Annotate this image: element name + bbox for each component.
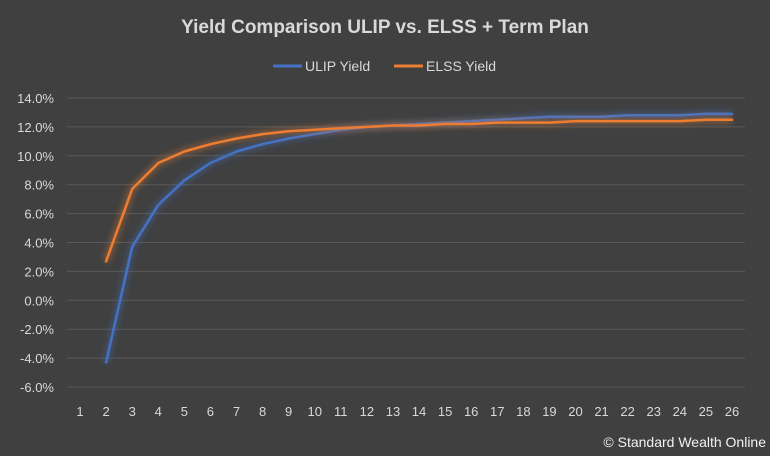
y-tick-label: 4.0% xyxy=(24,236,54,251)
y-tick-label: 12.0% xyxy=(17,120,54,135)
x-axis-ticks: 1 2 3 4 5 6 7 8 9 10 11 12 13 14 15 16 17 18 19 20 21 22 23 24 2… xyxy=(76,404,739,419)
elss-yield-line xyxy=(104,118,734,263)
y-tick-label: -6.0% xyxy=(20,380,54,395)
x-tick-label: 26 xyxy=(725,404,739,419)
y-tick-label: 10.0% xyxy=(17,149,54,164)
x-tick-label: 6 xyxy=(207,404,214,419)
y-tick-label: 0.0% xyxy=(24,293,54,308)
x-tick-label: 2 xyxy=(102,404,109,419)
y-tick-label: -4.0% xyxy=(20,351,54,366)
x-tick-label: 10 xyxy=(307,404,321,419)
x-tick-label: 25 xyxy=(699,404,713,419)
y-tick-label: 6.0% xyxy=(24,207,54,222)
x-tick-label: 20 xyxy=(568,404,582,419)
legend-label-ulip-yield: ULIP Yield xyxy=(305,58,370,74)
x-tick-label: 1 xyxy=(76,404,83,419)
x-tick-label: 16 xyxy=(464,404,478,419)
series-lines xyxy=(102,110,734,364)
x-tick-label: 3 xyxy=(129,404,136,419)
chart-title: Yield Comparison ULIP vs. ELSS + Term Pl… xyxy=(181,17,589,38)
y-axis-ticks: 14.0% 12.0% 10.0% 8.0% 6.0% 4.0% 2.0% 0.0% -2.0%… xyxy=(17,91,54,395)
ulip-yield-glow xyxy=(102,110,732,364)
legend-label-elss-yield: ELSS Yield xyxy=(426,58,496,74)
x-tick-label: 23 xyxy=(646,404,660,419)
x-tick-label: 17 xyxy=(490,404,504,419)
x-tick-label: 14 xyxy=(412,404,426,419)
x-tick-label: 13 xyxy=(386,404,400,419)
x-tick-label: 4 xyxy=(155,404,162,419)
elss-yield-glow xyxy=(102,116,732,263)
y-tick-label: 2.0% xyxy=(24,264,54,279)
x-tick-label: 12 xyxy=(360,404,374,419)
x-tick-label: 11 xyxy=(334,404,348,419)
y-tick-label: 14.0% xyxy=(17,91,54,106)
x-tick-label: 22 xyxy=(620,404,634,419)
x-tick-label: 21 xyxy=(594,404,608,419)
x-tick-label: 19 xyxy=(542,404,556,419)
x-tick-label: 5 xyxy=(181,404,188,419)
gridlines xyxy=(67,97,745,388)
chart-legend: ULIP Yield ELSS Yield xyxy=(273,58,496,74)
x-tick-label: 24 xyxy=(673,404,687,419)
copyright-notice: © Standard Wealth Online xyxy=(603,434,766,450)
y-tick-label: 8.0% xyxy=(24,178,54,193)
y-tick-label: -2.0% xyxy=(20,322,54,337)
x-tick-label: 7 xyxy=(233,404,240,419)
x-tick-label: 9 xyxy=(285,404,292,419)
x-tick-label: 15 xyxy=(438,404,452,419)
x-tick-label: 8 xyxy=(259,404,266,419)
ulip-yield-line xyxy=(104,112,734,364)
x-tick-label: 18 xyxy=(516,404,530,419)
